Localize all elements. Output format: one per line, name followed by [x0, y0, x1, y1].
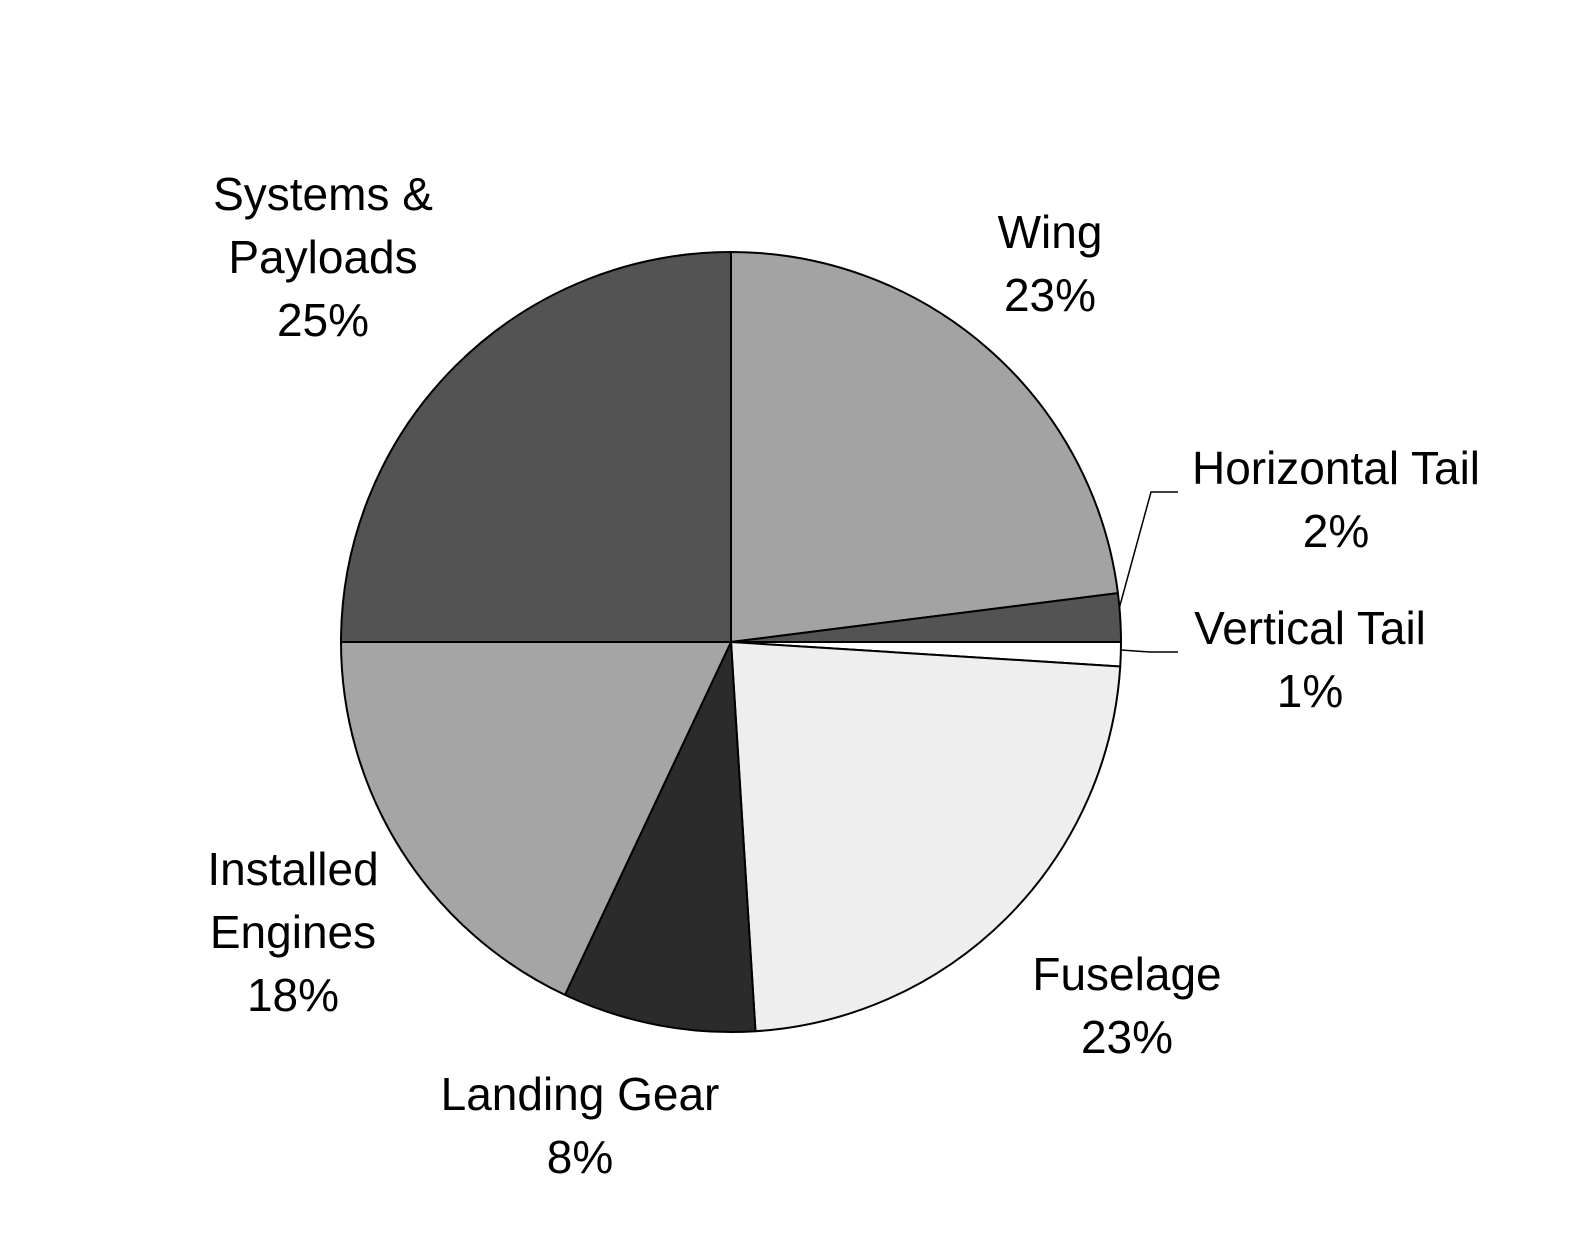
slice-label-line: Fuselage [1032, 948, 1221, 1000]
pie-slices [340, 251, 1122, 1033]
slice-label-line: Horizontal Tail [1192, 442, 1480, 494]
slice-label-landing-gear: Landing Gear 8% [441, 1068, 720, 1183]
slice-label-line: 2% [1303, 505, 1369, 557]
slice-label-vertical-tail: Vertical Tail 1% [1194, 602, 1426, 717]
slice-label-line: Landing Gear [441, 1068, 720, 1120]
pie-slice-wing [730, 251, 1119, 643]
slice-label-installed-engines: Installed Engines 18% [207, 843, 378, 1021]
pie-slice-systems-and-payloads [340, 251, 732, 643]
slice-label-horizontal-tail: Horizontal Tail 2% [1192, 442, 1480, 557]
slice-label-line: Vertical Tail [1194, 602, 1426, 654]
slice-label-line: Wing [998, 206, 1103, 258]
slice-label-fuselage: Fuselage 23% [1032, 948, 1221, 1063]
pie-slice-landing-gear [563, 641, 757, 1033]
pie-slice-fuselage [730, 641, 1122, 1033]
slice-label-line: Systems & [213, 168, 433, 220]
slice-label-systems-and-payloads: Systems & Payloads 25% [213, 168, 433, 346]
slice-label-line: 1% [1277, 665, 1343, 717]
leader-lines [1118, 491, 1178, 653]
leader-line-vertical-tail [1120, 649, 1178, 653]
slice-label-line: 8% [547, 1131, 613, 1183]
slice-label-wing: Wing 23% [998, 206, 1103, 321]
slice-label-line: 23% [1081, 1011, 1173, 1063]
slice-label-line: 18% [247, 969, 339, 1021]
slice-label-line: 23% [1004, 269, 1096, 321]
slice-label-line: Installed [207, 843, 378, 895]
slice-label-line: Payloads [228, 231, 417, 283]
leader-line-horizontal-tail [1118, 491, 1178, 610]
slice-labels: Wing 23% Horizontal Tail 2% Vertical Tail 1% F… [207, 168, 1480, 1183]
slice-label-line: 25% [277, 294, 369, 346]
pie-slice-installed-engines [340, 641, 732, 996]
slice-label-line: Engines [210, 906, 376, 958]
